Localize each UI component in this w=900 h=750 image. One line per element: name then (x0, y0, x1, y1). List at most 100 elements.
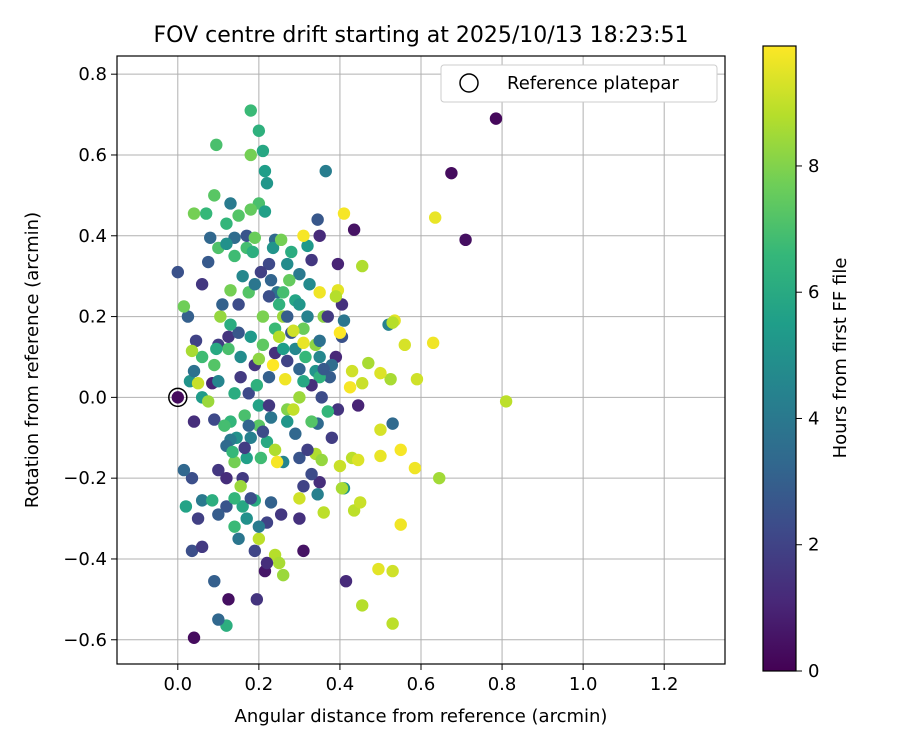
x-tick-label: 0.6 (407, 674, 436, 695)
data-point (236, 269, 249, 283)
data-point (244, 330, 257, 343)
data-point (285, 245, 298, 259)
data-point (177, 463, 191, 477)
legend-box (440, 64, 718, 103)
data-point (313, 334, 326, 348)
data-point (356, 259, 369, 273)
data-point (258, 205, 272, 218)
data-point (202, 255, 215, 269)
y-tick-label: 0.6 (78, 145, 107, 166)
data-point (212, 613, 225, 626)
data-point (262, 290, 276, 303)
data-point (179, 500, 193, 513)
data-point (279, 372, 292, 386)
data-point (287, 403, 300, 416)
data-point (187, 415, 201, 428)
data-point (210, 342, 223, 356)
data-point (313, 476, 326, 489)
data-point (293, 391, 306, 404)
data-point (222, 342, 235, 356)
data-point (220, 471, 233, 485)
data-point (248, 278, 262, 291)
data-point (386, 417, 399, 430)
data-point (220, 237, 233, 251)
data-point (240, 451, 253, 465)
data-point (266, 241, 280, 255)
data-point (398, 338, 411, 352)
data-point (226, 445, 239, 459)
data-point (386, 617, 399, 630)
data-point (274, 508, 288, 521)
data-point (187, 207, 201, 220)
data-point (248, 231, 262, 244)
data-point (236, 500, 249, 513)
data-point (293, 267, 306, 281)
data-point (264, 496, 278, 509)
data-point (297, 336, 310, 350)
legend-label: Reference platepar (507, 73, 679, 94)
data-point (315, 453, 328, 467)
data-point (274, 233, 288, 247)
data-point (433, 471, 446, 485)
x-axis-ticks: 0.0 0.2 0.4 0.6 0.8 1.0 1.2 (163, 664, 679, 695)
data-point (252, 352, 266, 366)
data-point (220, 217, 233, 230)
data-point (256, 310, 270, 323)
data-point (374, 366, 387, 380)
data-point (185, 471, 199, 485)
data-point (311, 213, 324, 226)
chart-title: FOV centre drift starting at 2025/10/13 … (154, 23, 689, 48)
data-point (204, 231, 217, 244)
data-point (224, 197, 237, 210)
data-point (297, 544, 310, 558)
legend: Reference platepar (440, 64, 718, 103)
data-point (232, 298, 245, 311)
data-point (256, 425, 270, 438)
y-tick-label: 0.0 (78, 387, 107, 408)
data-point (317, 362, 330, 376)
x-axis-label: Angular distance from reference (arcmin) (235, 706, 608, 727)
data-point (224, 318, 237, 331)
reference-point-marker (168, 387, 188, 408)
data-point (250, 379, 264, 392)
data-point (301, 239, 314, 253)
data-point (260, 435, 274, 449)
data-point (250, 593, 264, 606)
data-point (372, 562, 385, 576)
data-point (187, 364, 201, 378)
data-point (337, 207, 351, 220)
data-point (244, 431, 257, 444)
data-point (244, 492, 257, 505)
data-point (276, 568, 290, 582)
data-points (171, 104, 513, 644)
data-point (244, 104, 257, 117)
data-point (256, 338, 270, 352)
legend-marker-icon (459, 73, 479, 93)
data-point (394, 443, 407, 457)
data-point (234, 370, 247, 384)
data-point (228, 455, 241, 469)
data-point (333, 459, 347, 473)
data-point (262, 370, 276, 384)
data-point (214, 310, 227, 323)
colorbar-ticks: 0 2 4 6 8 (796, 156, 819, 682)
data-point (408, 461, 422, 475)
y-tick-label: 0.8 (78, 64, 107, 85)
data-point (317, 506, 330, 519)
data-point (210, 138, 223, 152)
data-point (283, 274, 296, 287)
data-point (254, 265, 268, 279)
data-point (262, 399, 276, 412)
data-point (374, 423, 387, 436)
data-point (499, 395, 513, 408)
data-point (339, 574, 353, 588)
data-point (321, 405, 334, 418)
x-tick-label: 0.8 (488, 674, 517, 695)
data-point (347, 223, 361, 236)
data-point (315, 391, 328, 404)
data-point (252, 532, 266, 545)
data-point (256, 144, 270, 158)
data-point (266, 358, 280, 372)
data-point (195, 540, 209, 554)
data-point (319, 164, 332, 178)
